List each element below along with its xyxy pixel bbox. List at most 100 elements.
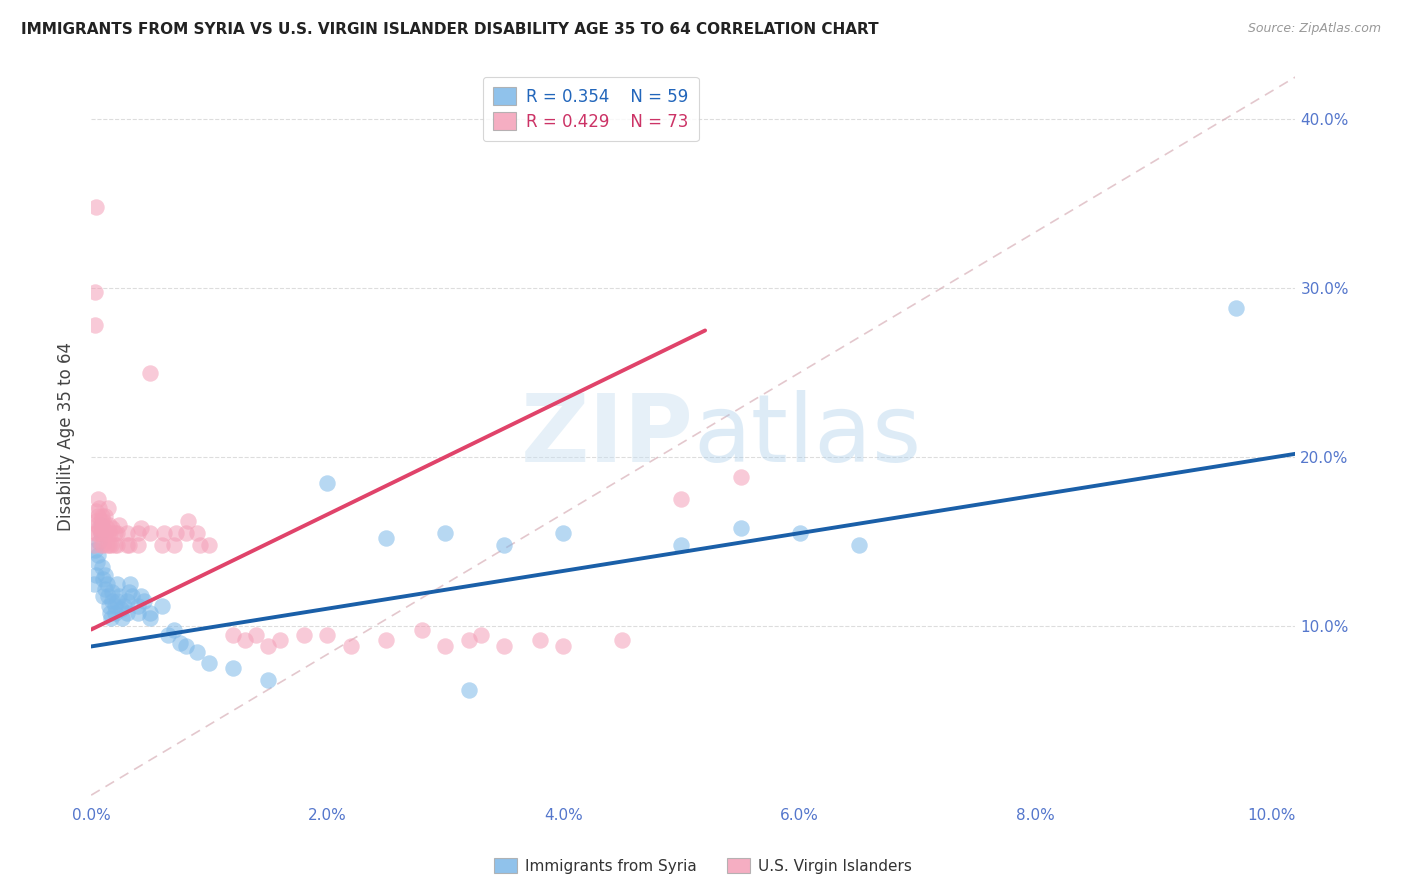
Y-axis label: Disability Age 35 to 64: Disability Age 35 to 64 bbox=[58, 342, 75, 531]
Immigrants from Syria bbox=[94, 582, 117, 596]
U.S. Virgin Islanders bbox=[188, 538, 211, 552]
U.S. Virgin Islanders bbox=[86, 526, 108, 541]
U.S. Virgin Islanders bbox=[97, 517, 120, 532]
U.S. Virgin Islanders bbox=[96, 538, 118, 552]
Immigrants from Syria bbox=[134, 594, 156, 608]
U.S. Virgin Islanders bbox=[411, 623, 433, 637]
Immigrants from Syria bbox=[375, 531, 398, 545]
Immigrants from Syria bbox=[186, 644, 208, 658]
U.S. Virgin Islanders bbox=[494, 640, 516, 654]
Immigrants from Syria bbox=[494, 538, 516, 552]
U.S. Virgin Islanders bbox=[97, 538, 120, 552]
U.S. Virgin Islanders bbox=[612, 632, 634, 647]
U.S. Virgin Islanders bbox=[87, 492, 110, 507]
U.S. Virgin Islanders bbox=[529, 632, 551, 647]
U.S. Virgin Islanders bbox=[186, 526, 208, 541]
U.S. Virgin Islanders bbox=[97, 526, 120, 541]
U.S. Virgin Islanders bbox=[127, 538, 149, 552]
U.S. Virgin Islanders bbox=[129, 521, 152, 535]
Immigrants from Syria bbox=[91, 589, 114, 603]
U.S. Virgin Islanders bbox=[470, 627, 492, 641]
U.S. Virgin Islanders bbox=[340, 640, 363, 654]
Immigrants from Syria bbox=[156, 627, 179, 641]
U.S. Virgin Islanders bbox=[90, 538, 112, 552]
U.S. Virgin Islanders bbox=[98, 526, 121, 541]
U.S. Virgin Islanders bbox=[292, 627, 315, 641]
Immigrants from Syria bbox=[90, 526, 112, 541]
U.S. Virgin Islanders bbox=[177, 515, 200, 529]
Immigrants from Syria bbox=[458, 683, 481, 698]
U.S. Virgin Islanders bbox=[153, 526, 176, 541]
U.S. Virgin Islanders bbox=[115, 526, 138, 541]
U.S. Virgin Islanders bbox=[90, 509, 112, 524]
U.S. Virgin Islanders bbox=[375, 632, 398, 647]
U.S. Virgin Islanders bbox=[105, 538, 128, 552]
U.S. Virgin Islanders bbox=[89, 500, 111, 515]
Immigrants from Syria bbox=[139, 606, 162, 620]
U.S. Virgin Islanders bbox=[222, 627, 245, 641]
Immigrants from Syria bbox=[127, 599, 149, 613]
U.S. Virgin Islanders bbox=[198, 538, 221, 552]
Legend: R = 0.354    N = 59, R = 0.429    N = 73: R = 0.354 N = 59, R = 0.429 N = 73 bbox=[484, 77, 699, 141]
U.S. Virgin Islanders bbox=[97, 500, 120, 515]
Immigrants from Syria bbox=[86, 555, 108, 569]
U.S. Virgin Islanders bbox=[83, 526, 105, 541]
Immigrants from Syria bbox=[97, 599, 120, 613]
Immigrants from Syria bbox=[89, 534, 111, 549]
U.S. Virgin Islanders bbox=[90, 515, 112, 529]
U.S. Virgin Islanders bbox=[84, 200, 107, 214]
Text: Source: ZipAtlas.com: Source: ZipAtlas.com bbox=[1247, 22, 1381, 36]
U.S. Virgin Islanders bbox=[84, 515, 107, 529]
Immigrants from Syria bbox=[84, 568, 107, 582]
Immigrants from Syria bbox=[434, 526, 457, 541]
Immigrants from Syria bbox=[222, 661, 245, 675]
Immigrants from Syria bbox=[97, 589, 120, 603]
U.S. Virgin Islanders bbox=[139, 366, 162, 380]
U.S. Virgin Islanders bbox=[94, 509, 117, 524]
U.S. Virgin Islanders bbox=[118, 538, 141, 552]
U.S. Virgin Islanders bbox=[730, 470, 752, 484]
Immigrants from Syria bbox=[121, 589, 143, 603]
Immigrants from Syria bbox=[105, 594, 128, 608]
Immigrants from Syria bbox=[671, 538, 693, 552]
U.S. Virgin Islanders bbox=[150, 538, 173, 552]
Immigrants from Syria bbox=[83, 577, 105, 591]
U.S. Virgin Islanders bbox=[127, 526, 149, 541]
U.S. Virgin Islanders bbox=[553, 640, 575, 654]
Immigrants from Syria bbox=[553, 526, 575, 541]
Immigrants from Syria bbox=[129, 589, 152, 603]
U.S. Virgin Islanders bbox=[101, 521, 124, 535]
Immigrants from Syria bbox=[105, 577, 128, 591]
Immigrants from Syria bbox=[87, 548, 110, 562]
U.S. Virgin Islanders bbox=[83, 538, 105, 552]
Immigrants from Syria bbox=[127, 606, 149, 620]
U.S. Virgin Islanders bbox=[91, 538, 114, 552]
Immigrants from Syria bbox=[198, 657, 221, 671]
Immigrants from Syria bbox=[110, 602, 132, 616]
U.S. Virgin Islanders bbox=[269, 632, 291, 647]
U.S. Virgin Islanders bbox=[104, 526, 127, 541]
U.S. Virgin Islanders bbox=[83, 318, 105, 333]
Immigrants from Syria bbox=[112, 599, 135, 613]
U.S. Virgin Islanders bbox=[94, 526, 117, 541]
U.S. Virgin Islanders bbox=[115, 538, 138, 552]
Immigrants from Syria bbox=[174, 640, 197, 654]
Text: ZIP: ZIP bbox=[520, 390, 693, 482]
U.S. Virgin Islanders bbox=[90, 526, 112, 541]
U.S. Virgin Islanders bbox=[316, 627, 339, 641]
Immigrants from Syria bbox=[115, 594, 138, 608]
Immigrants from Syria bbox=[789, 526, 811, 541]
Immigrants from Syria bbox=[730, 521, 752, 535]
Immigrants from Syria bbox=[98, 606, 121, 620]
U.S. Virgin Islanders bbox=[100, 538, 122, 552]
Text: atlas: atlas bbox=[693, 390, 921, 482]
U.S. Virgin Islanders bbox=[86, 517, 108, 532]
Immigrants from Syria bbox=[101, 594, 124, 608]
Immigrants from Syria bbox=[108, 589, 131, 603]
U.S. Virgin Islanders bbox=[233, 632, 256, 647]
Immigrants from Syria bbox=[100, 611, 122, 625]
Immigrants from Syria bbox=[111, 611, 134, 625]
Immigrants from Syria bbox=[91, 572, 114, 586]
U.S. Virgin Islanders bbox=[163, 538, 186, 552]
Immigrants from Syria bbox=[96, 577, 118, 591]
